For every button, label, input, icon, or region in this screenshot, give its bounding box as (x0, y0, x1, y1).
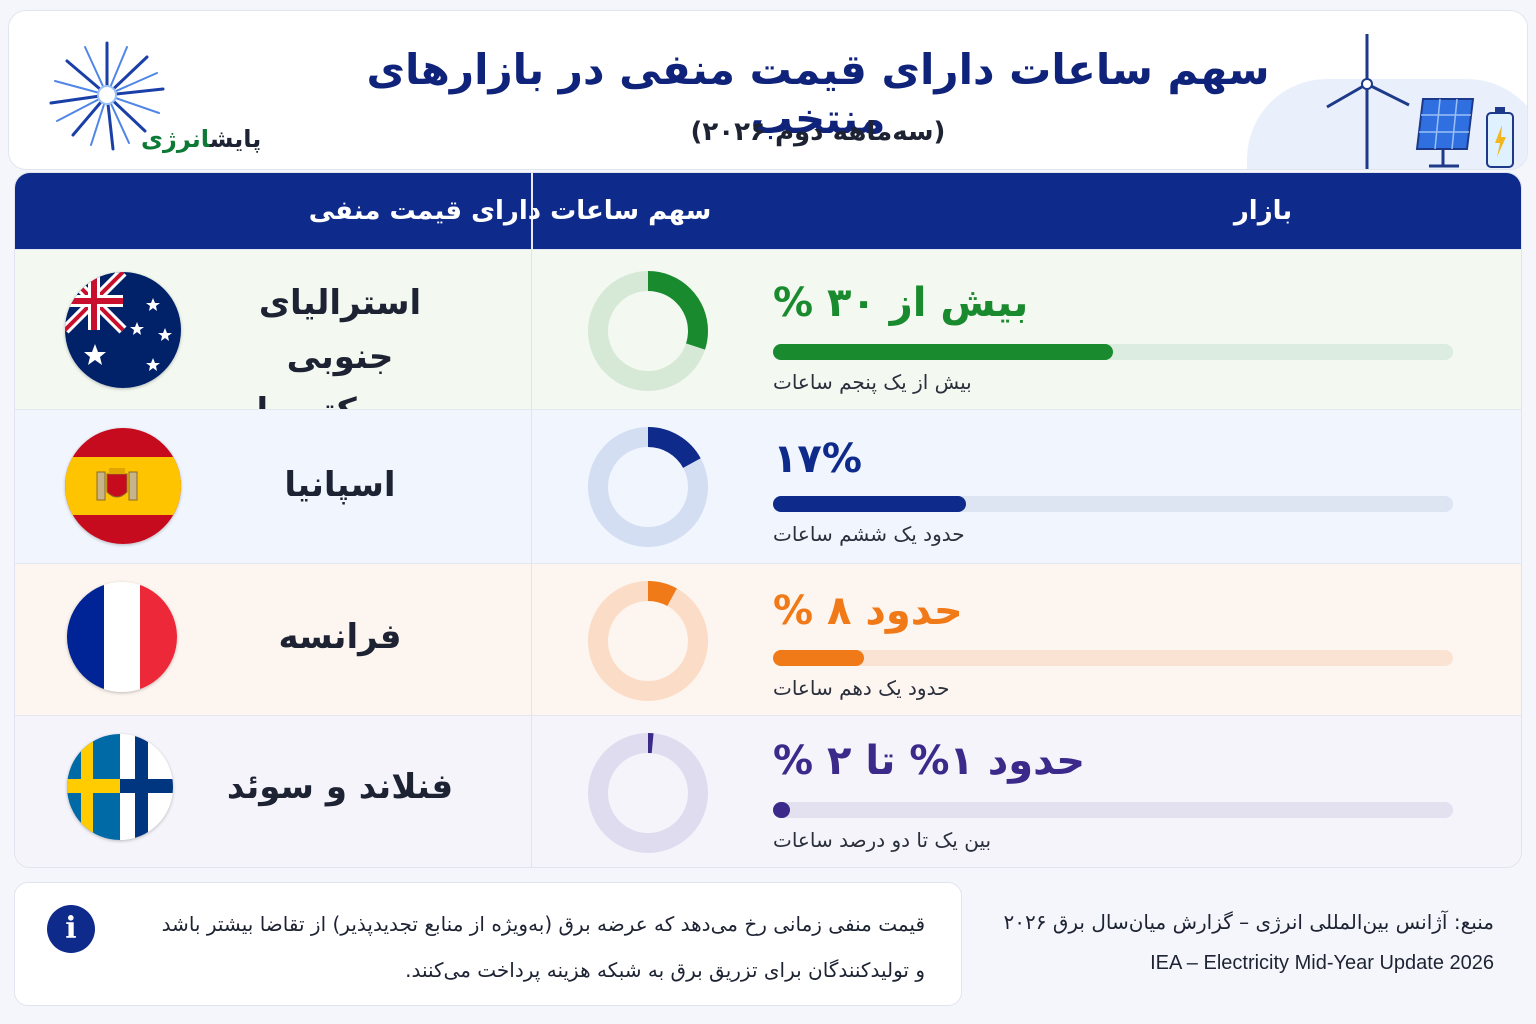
value-label: حدود ۱% تا ۲ % (773, 738, 1453, 784)
market-name-line1: استرالیای جنوبی (258, 283, 422, 377)
note-text: بیش از یک پنجم ساعات (773, 370, 1453, 394)
bar-track (773, 496, 1453, 512)
bar-fill (773, 802, 790, 818)
column-separator (531, 410, 532, 563)
renewables-illustration-icon (1326, 34, 1514, 169)
market-name-line1: فرانسه (278, 617, 402, 657)
note-text-value: حدود یک دهم ساعات (773, 676, 950, 700)
source-fa: منبع: آژانس بین‌المللی انرژی – گزارش میا… (1003, 910, 1494, 934)
bar-fill (773, 344, 1113, 360)
page-title: سهم ساعات دارای قیمت منفی در بازارهای من… (366, 45, 1270, 143)
france-flag-icon (67, 582, 177, 692)
donut-slice (588, 271, 708, 391)
header-card: پایشانرژی سهم ساعات دارای قیمت منفی در ب… (8, 10, 1528, 170)
donut-slice (588, 581, 708, 701)
logo-star-icon (49, 41, 165, 151)
bar-track (773, 802, 1453, 818)
bar-track (773, 650, 1453, 666)
column-separator (531, 564, 532, 715)
australia-flag-icon (65, 272, 181, 388)
note-text-value: بیش از یک پنجم ساعات (773, 370, 972, 394)
info-line-1: قیمت منفی زمانی رخ می‌دهد که عرضه برق (ب… (161, 912, 925, 936)
info-text: قیمت منفی زمانی رخ می‌دهد که عرضه برق (ب… (105, 901, 925, 993)
finland-sweden-flag-icon (67, 734, 173, 840)
column-separator (531, 250, 532, 409)
note-text-value: بین یک تا دو درصد ساعات (773, 828, 992, 852)
share-donut (588, 581, 708, 701)
market-name: اسپانیا (205, 458, 475, 512)
note-text: حدود یک دهم ساعات (773, 676, 1453, 700)
share-donut (588, 733, 708, 853)
page-subtitle: (سه‌ماهه دوم ۲۰۲۶) (690, 117, 946, 147)
donut-slice (588, 733, 708, 853)
donut-slice (588, 427, 708, 547)
share-donut (588, 271, 708, 391)
market-name-line1: اسپانیا (284, 465, 396, 505)
wind-turbine-icon (1326, 34, 1410, 169)
table-row: استرالیای جنوبی و ویکتوریا بیش از ۳۰ % ب… (15, 249, 1521, 431)
note-text: بین یک تا دو درصد ساعات (773, 828, 1453, 852)
market-name: فنلاند و سوئد (205, 760, 475, 814)
note-text: حدود یک ششم ساعات (773, 522, 1453, 546)
solar-panel-icon (1415, 98, 1475, 168)
info-icon: i (47, 905, 95, 953)
table-header: بازار سهم ساعات دارای قیمت منفی (15, 173, 1521, 249)
table-row: فرانسه حدود ۸ % حدود یک دهم ساعات (15, 563, 1521, 715)
value-label-text: حدود ۱% تا ۲ % (773, 738, 1086, 784)
bar-fill (773, 496, 966, 512)
header-divider (531, 173, 533, 249)
bar-track (773, 344, 1453, 360)
donut-track (588, 733, 708, 853)
table-row: اسپانیا ۱۷% حدود یک ششم ساعات (15, 409, 1521, 563)
table-row: فنلاند و سوئد حدود ۱% تا ۲ % بین یک تا د… (15, 715, 1521, 867)
source-en: IEA – Electricity Mid-Year Update 2026 (1150, 952, 1494, 974)
value-label: بیش از ۳۰ % (773, 280, 1453, 326)
market-name: فرانسه (205, 610, 475, 664)
share-donut (588, 427, 708, 547)
market-table: بازار سهم ساعات دارای قیمت منفی (14, 172, 1522, 868)
market-name-line1: فنلاند و سوئد (226, 767, 454, 807)
column-header-share: سهم ساعات دارای قیمت منفی (308, 196, 712, 226)
value-label-text: ۱۷% (773, 436, 862, 482)
logo-wordmark: پایشانرژی (141, 125, 262, 153)
value-label-text: بیش از ۳۰ % (773, 280, 1029, 326)
spain-flag-icon (65, 428, 181, 544)
value-label: ۱۷% (773, 436, 1453, 482)
note-text-value: حدود یک ششم ساعات (773, 522, 965, 546)
donut-track (588, 581, 708, 701)
info-box: i قیمت منفی زمانی رخ می‌دهد که عرضه برق … (14, 882, 962, 1006)
column-separator (531, 716, 532, 867)
column-header-market: بازار (1233, 196, 1293, 226)
info-line-2: و تولیدکنندگان برای تزریق برق به شبکه هز… (405, 958, 925, 982)
battery-icon (1486, 107, 1514, 168)
bar-fill (773, 650, 864, 666)
value-label-text: حدود ۸ % (773, 588, 963, 634)
value-label: حدود ۸ % (773, 588, 1453, 634)
